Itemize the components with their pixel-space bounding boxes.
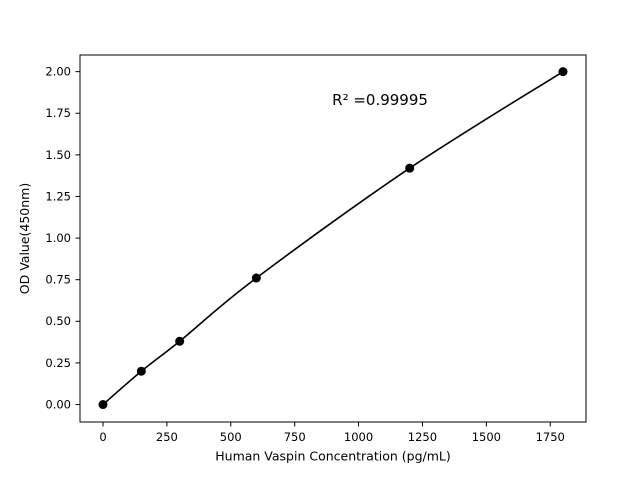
y-tick-label: 1.50 (45, 148, 71, 162)
y-tick-label: 0.25 (45, 356, 71, 370)
y-tick-label: 1.25 (45, 189, 71, 203)
y-axis-label: OD Value(450nm) (17, 183, 32, 294)
data-point-marker (136, 366, 146, 376)
x-axis-label: Human Vaspin Concentration (pg/mL) (215, 449, 451, 464)
x-tick-label: 750 (284, 430, 306, 444)
r-squared-annotation: R² =0.99995 (332, 91, 428, 109)
data-point-marker (251, 273, 261, 283)
x-tick-label: 1250 (408, 430, 437, 444)
x-tick-label: 250 (156, 430, 178, 444)
data-point-marker (175, 336, 185, 346)
x-tick-label: 0 (99, 430, 106, 444)
data-point-marker (405, 163, 415, 173)
fit-curve (102, 70, 564, 406)
x-tick-label: 1500 (472, 430, 501, 444)
data-point-marker (98, 400, 108, 410)
x-tick-label: 1750 (536, 430, 565, 444)
axes-frame (79, 54, 587, 423)
y-tick-label: 2.00 (45, 65, 71, 79)
y-tick-label: 1.00 (45, 231, 71, 245)
y-tick-label: 0.75 (45, 273, 71, 287)
y-tick-label: 0.00 (45, 397, 71, 411)
y-tick-label: 0.50 (45, 314, 71, 328)
y-tick-label: 1.75 (45, 106, 71, 120)
data-point-marker (558, 67, 568, 77)
x-tick-label: 500 (220, 430, 242, 444)
x-tick-label: 1000 (344, 430, 373, 444)
